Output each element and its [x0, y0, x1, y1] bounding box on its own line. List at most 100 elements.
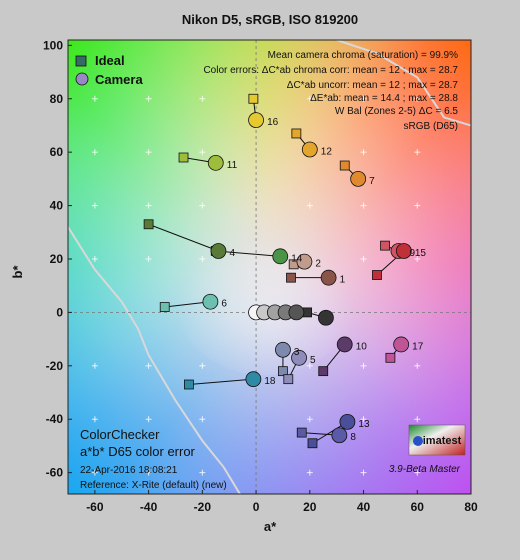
camera-marker-15: [395, 243, 412, 259]
zero-axes: [68, 40, 471, 494]
plot-frame: [67, 39, 472, 495]
ideal-marker-17: [385, 352, 396, 363]
ideal-marker-8: [296, 427, 307, 438]
ideal-marker-4: [143, 219, 154, 230]
patch-label-4: 4: [229, 248, 235, 259]
camera-marker-18: [245, 371, 262, 388]
camera-marker-7: [350, 170, 367, 187]
x-tick-label: -20: [194, 500, 212, 514]
x-tick-label: 40: [357, 500, 371, 514]
y-tick-label: 80: [50, 92, 64, 106]
note-color-error: a*b* D65 color error: [80, 444, 196, 459]
legend-camera-label: Camera: [95, 72, 143, 87]
stat-line-6: sRGB (D65): [404, 121, 458, 132]
gamut-boundary-line: [68, 226, 241, 494]
ideal-marker-9: [380, 240, 390, 251]
camera-marker-1: [320, 269, 337, 286]
y-tick-label: 60: [50, 145, 64, 159]
chart-title: Nikon D5, sRGB, ISO 819200: [182, 12, 358, 27]
note-timestamp: 22-Apr-2016 18:08:21: [80, 465, 178, 476]
camera-marker-11: [207, 154, 224, 171]
stat-line-3: ΔC*ab uncorr: mean = 12 ; max = 28.7: [287, 80, 459, 91]
imatest-logo: imatest: [408, 424, 466, 456]
grid-crosses: [91, 95, 421, 476]
y-axis-label: b*: [10, 265, 25, 279]
y-tick-label: 100: [43, 38, 63, 52]
legend-ideal-label: Ideal: [95, 53, 125, 68]
ideal-marker-5: [283, 374, 294, 385]
patch-label-12: 12: [321, 146, 333, 157]
legend-ideal-marker: [75, 55, 87, 67]
camera-marker-16: [248, 112, 264, 129]
x-axis-label: a*: [264, 519, 277, 534]
ideal-marker-15: [372, 270, 382, 280]
top-boundary-line: [336, 40, 471, 127]
camera-marker-12: [301, 141, 318, 158]
camera-marker-14: [272, 248, 289, 265]
camera-marker-6: [202, 293, 219, 310]
patch-label-9: 9: [409, 248, 415, 259]
camera-marker-13: [339, 413, 356, 430]
ideal-marker-16: [248, 93, 259, 104]
patch-label-18: 18: [264, 376, 276, 387]
camera-marker-17: [393, 336, 410, 353]
camera-marker-5: [291, 349, 307, 366]
y-tick-label: -20: [46, 359, 64, 373]
ideal-marker-10: [318, 366, 329, 377]
logo-text: imatest: [423, 435, 462, 447]
plot-background: [68, 40, 471, 494]
ideal-marker-1: [286, 272, 296, 283]
patch-label-5: 5: [310, 355, 316, 366]
x-tick-label: 0: [253, 500, 260, 514]
x-tick-label: 60: [411, 500, 425, 514]
ideal-marker-11: [178, 152, 189, 163]
gamut-boundaries: [68, 40, 471, 494]
camera-marker-24: [318, 309, 334, 326]
x-tick-label: -40: [140, 500, 158, 514]
x-tick-label: -60: [86, 500, 104, 514]
x-tick-label: 80: [464, 500, 478, 514]
note-reference: Reference: X-Rite (default) (new): [80, 480, 227, 491]
chart-notes: ColorChecker a*b* D65 color error 22-Apr…: [80, 427, 227, 491]
stat-line-1: Mean camera chroma (saturation) = 99.9%: [268, 50, 458, 61]
y-tick-label: 0: [56, 305, 63, 319]
stat-line-2: Color errors: ΔC*ab chroma corr: mean = …: [203, 65, 458, 76]
error-line-4: [148, 223, 219, 252]
patch-label-10: 10: [356, 341, 368, 352]
y-tick-label: 20: [50, 252, 64, 266]
y-axis-ticks: -60 -40 -20 0 20 40 60 80 100: [43, 38, 72, 480]
patch-label-3: 3: [294, 347, 300, 358]
error-line-14: [215, 250, 281, 257]
ideal-marker-7: [339, 160, 350, 171]
camera-marker-23: [288, 304, 305, 321]
patch-label-1: 1: [340, 275, 346, 286]
camera-markers: [202, 112, 412, 444]
camera-marker-2: [296, 253, 313, 270]
x-axis-ticks: -60 -40 -20 0 20 40 60 80: [86, 490, 478, 514]
legend: Ideal Camera: [75, 53, 143, 87]
ideal-marker-18: [183, 379, 194, 390]
ideal-marker-12: [291, 128, 302, 139]
camera-marker-4: [210, 243, 227, 259]
ideal-marker-6: [159, 302, 170, 312]
y-tick-label: -60: [46, 466, 64, 480]
stat-line-5: W Bal (Zones 2-5) ΔC = 6.5: [335, 106, 459, 117]
patch-label-7: 7: [369, 176, 375, 187]
patch-label-17: 17: [412, 341, 424, 352]
ideal-marker-3: [278, 366, 288, 377]
patch-label-15: 15: [415, 248, 427, 259]
note-colorchecker: ColorChecker: [80, 427, 160, 442]
patch-label-11: 11: [227, 160, 238, 171]
y-tick-label: -40: [46, 412, 64, 426]
legend-camera-marker: [75, 72, 89, 86]
patch-label-2: 2: [315, 259, 321, 270]
camera-marker-10: [336, 336, 353, 353]
ideal-marker-13: [307, 438, 318, 449]
patch-label-14: 14: [291, 253, 303, 264]
camera-marker-3: [275, 341, 291, 358]
camera-marker-8: [331, 427, 348, 444]
stats-box: Mean camera chroma (saturation) = 99.9% …: [203, 50, 458, 132]
patch-label-6: 6: [221, 299, 227, 310]
